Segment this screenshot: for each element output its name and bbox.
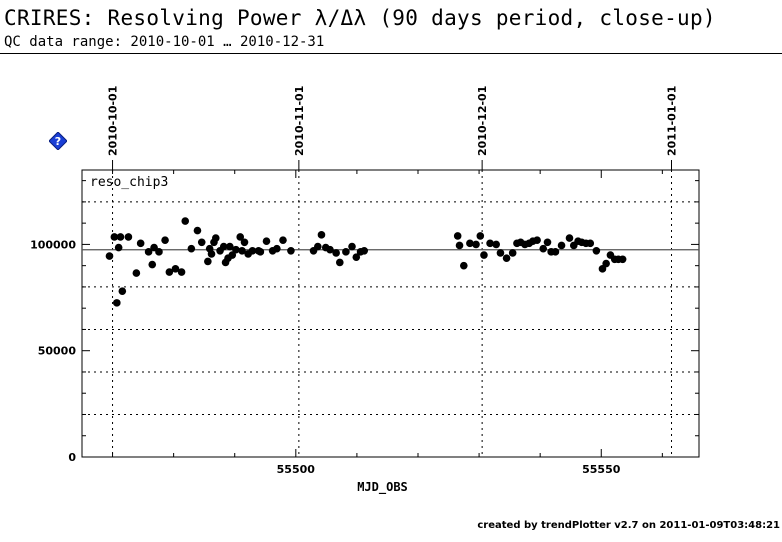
help-diamond-icon[interactable]: ? (49, 132, 67, 150)
data-point (110, 233, 119, 241)
title-divider (0, 53, 782, 54)
x-tick-label: 55500 (277, 463, 316, 476)
data-point (557, 241, 566, 250)
footer-credit: created by trendPlotter v2.7 on 2011-01-… (477, 520, 780, 531)
page-title: CRIRES: Resolving Power λ/Δλ (90 days pe… (4, 6, 716, 30)
data-point (455, 241, 464, 250)
data-point (232, 245, 240, 254)
data-point (348, 242, 356, 251)
data-point (602, 259, 610, 268)
data-point (326, 245, 334, 254)
data-point (238, 246, 246, 255)
data-point (171, 265, 180, 273)
data-point (118, 287, 127, 295)
data-points (105, 217, 627, 307)
chart-axes (81, 169, 700, 458)
data-point (314, 242, 322, 251)
y-tick-label: 100000 (30, 238, 76, 251)
data-point (460, 261, 468, 270)
data-point (181, 217, 190, 225)
data-point (342, 248, 350, 256)
data-point (598, 265, 607, 273)
data-point (360, 246, 369, 255)
date-marker-label: 2010-12-01 (476, 86, 489, 156)
data-point (287, 246, 295, 255)
data-point (248, 246, 257, 255)
data-point (496, 249, 505, 257)
data-point (226, 242, 234, 251)
data-point (279, 236, 287, 244)
data-point (177, 268, 186, 276)
plot-frame (81, 169, 700, 458)
data-point (132, 269, 141, 277)
data-point (116, 233, 125, 241)
data-point (317, 231, 326, 239)
data-point (219, 242, 228, 251)
page-subtitle: QC data range: 2010-10-01 … 2010-12-31 (4, 34, 325, 50)
data-point (187, 244, 196, 253)
data-point (480, 251, 488, 259)
date-marker-label: 2010-10-01 (107, 86, 120, 156)
x-axis-label: MJD_OBS (357, 480, 408, 495)
data-point (211, 234, 220, 242)
data-point (273, 244, 281, 253)
data-point (262, 237, 271, 246)
x-tick-label: 55550 (582, 463, 621, 476)
date-marker-label: 2011-01-01 (666, 86, 679, 156)
chart-labels: 55500 55550 0 50000 100000 MJD_OBS reso_chip3 (30, 175, 621, 495)
data-point (352, 253, 361, 261)
panel-label: reso_chip3 (90, 175, 168, 190)
data-point (240, 238, 249, 247)
data-point (197, 238, 206, 247)
data-point (228, 251, 237, 259)
data-point (592, 246, 601, 255)
y-tick-label: 50000 (38, 345, 77, 358)
data-point (551, 248, 560, 256)
data-point (492, 240, 500, 249)
data-point (144, 248, 153, 256)
data-point (586, 239, 595, 248)
data-point (113, 299, 121, 307)
svg-text:?: ? (55, 135, 61, 148)
data-point (193, 226, 202, 235)
data-point (204, 257, 212, 266)
data-point (486, 239, 494, 248)
y-tick-label: 0 (68, 451, 76, 464)
data-point (533, 236, 541, 244)
data-point (466, 239, 474, 248)
data-point (155, 248, 163, 256)
data-point (114, 243, 123, 252)
data-point (161, 236, 169, 244)
date-markers: 2010-10-01 2010-11-01 2010-12-01 2011-01-01 (107, 86, 679, 457)
data-point (335, 258, 344, 267)
data-point (136, 239, 145, 248)
data-point (476, 232, 485, 240)
data-point (618, 255, 627, 264)
data-point (105, 252, 114, 260)
data-point (150, 243, 158, 252)
date-marker-label: 2010-11-01 (293, 86, 306, 156)
data-point (148, 260, 157, 269)
data-point (565, 234, 574, 242)
data-point (508, 249, 517, 257)
data-point (124, 233, 133, 241)
data-point (472, 240, 480, 249)
chart-grid (82, 201, 699, 415)
data-point (543, 238, 552, 247)
data-point (539, 244, 548, 253)
data-point (165, 268, 174, 276)
data-point (207, 250, 216, 258)
data-point (453, 232, 462, 240)
data-point (256, 248, 265, 256)
data-point (236, 233, 245, 241)
data-point (502, 254, 511, 263)
data-point (332, 249, 340, 257)
